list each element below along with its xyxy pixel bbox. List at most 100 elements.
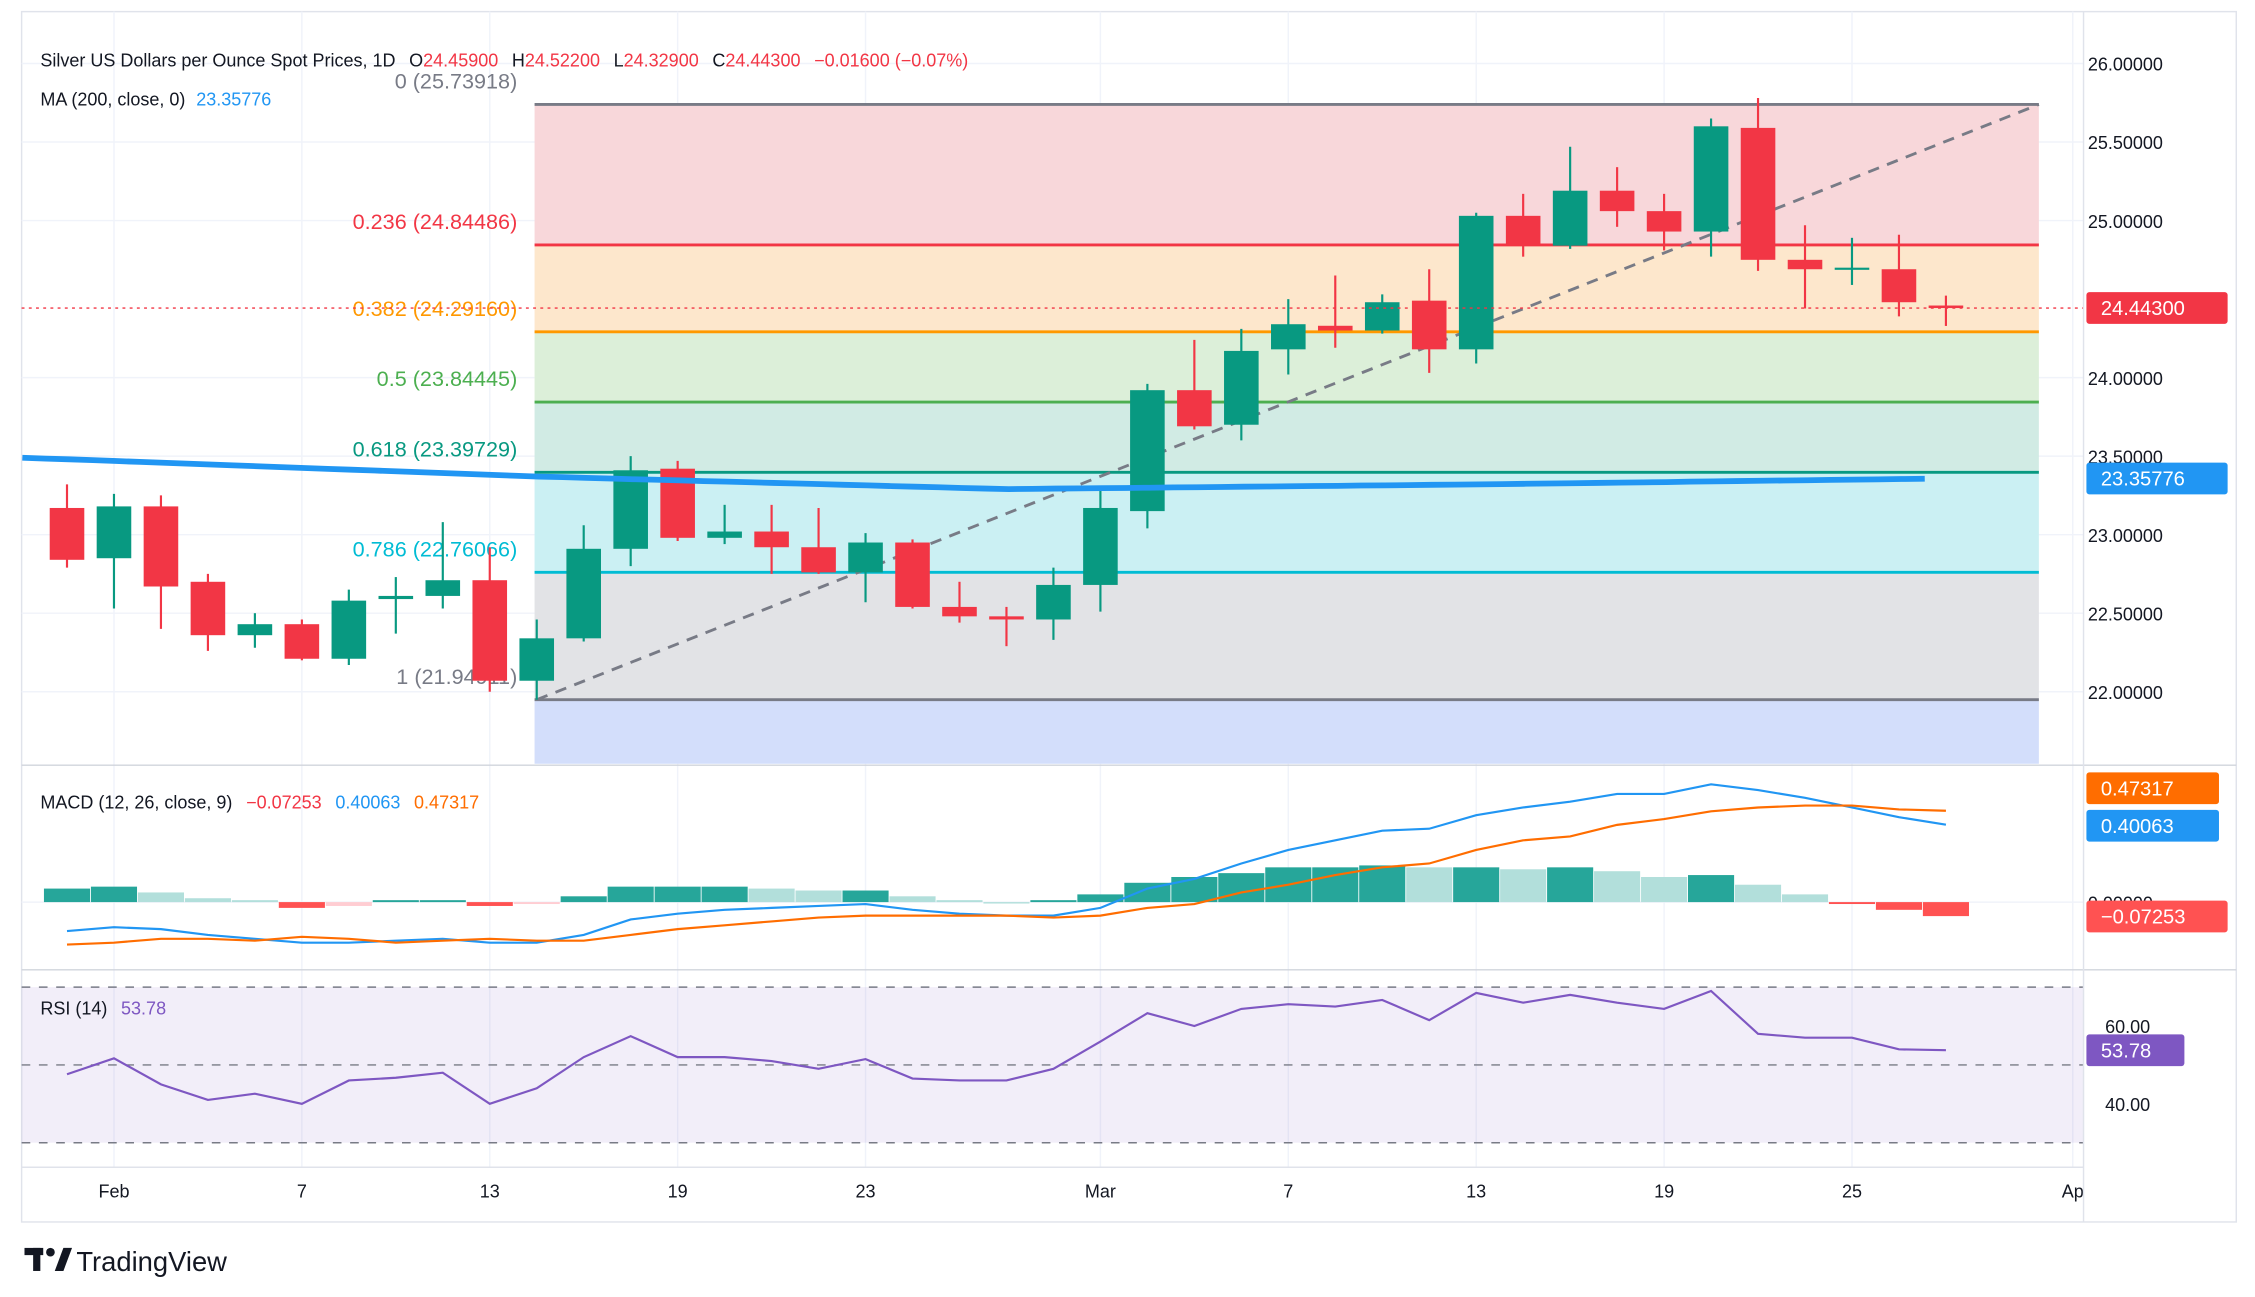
macd-histogram-bar	[1734, 884, 1782, 903]
macd-line-badge-text: 0.40063	[2101, 816, 2174, 838]
legend-header: Silver US Dollars per Ounce Spot Prices,…	[40, 50, 968, 70]
candle-body	[895, 542, 930, 607]
macd-histogram-bar	[419, 900, 466, 903]
candle	[1505, 193, 1541, 257]
candle	[49, 484, 85, 568]
macd-histogram-bar	[560, 896, 607, 903]
macd-histogram-bar	[1453, 867, 1500, 903]
macd-histogram-bar	[1594, 871, 1641, 903]
macd-histogram-bar	[43, 888, 91, 903]
macd-line-badge: 0.40063	[2086, 809, 2219, 842]
macd-histogram-bar	[795, 890, 842, 903]
candle-body	[425, 580, 461, 596]
macd-histogram-bar	[1359, 865, 1406, 903]
candle-body	[1740, 127, 1776, 260]
tradingview-logo[interactable]: TradingView	[24, 1246, 227, 1277]
candle	[1224, 328, 1259, 441]
macd-histogram-bar	[137, 892, 185, 903]
time-tick-label: 13	[480, 1181, 500, 1201]
candle	[331, 589, 367, 666]
candle-body	[1317, 325, 1353, 331]
fib-price: 24.84486	[420, 209, 510, 234]
candle-body	[1458, 215, 1494, 350]
time-tick-label: 23	[856, 1181, 876, 1201]
candle	[519, 619, 555, 700]
macd-hist-badge-bg	[2086, 900, 2228, 933]
macd-histogram-bar	[1688, 875, 1735, 903]
price-tick-label: 25.00000	[2088, 212, 2163, 232]
macd-histogram-bar	[889, 896, 936, 903]
symbol-title: Silver US Dollars per Ounce Spot Prices,…	[40, 50, 395, 70]
fib-zone-0.786	[534, 572, 2039, 700]
fib-ratio: 0.5	[377, 366, 407, 391]
time-tick-label: 7	[297, 1181, 307, 1201]
candle-body	[801, 547, 836, 573]
candle	[1271, 299, 1306, 375]
candle	[96, 493, 132, 609]
price-tick-label: 22.50000	[2088, 604, 2163, 624]
last-price-badge-bg	[2086, 292, 2228, 324]
candle	[1693, 118, 1729, 257]
candle-body	[96, 506, 132, 559]
tradingview-logo-text: TradingView	[76, 1246, 227, 1277]
high-label: H	[512, 50, 525, 70]
time-tick-label: 13	[1466, 1181, 1486, 1201]
time-tick-label: Mar	[1085, 1181, 1116, 1201]
open-value: 24.45900	[423, 50, 498, 70]
candle	[566, 525, 601, 642]
macd-histogram-bar	[1500, 869, 1547, 903]
open-label: O	[409, 50, 423, 70]
fib-price: 23.39729	[420, 436, 510, 461]
macd-histogram-bar	[1124, 882, 1171, 903]
macd-histogram-bar	[842, 890, 889, 903]
fib-level-label-0.5: 0.5 (23.84445)	[377, 366, 518, 391]
ma-value: 23.35776	[196, 89, 271, 109]
high-value: 24.52200	[525, 50, 600, 70]
last-price-badge-text: 24.44300	[2101, 298, 2185, 320]
candle-body	[566, 548, 601, 639]
fib-zone-0	[534, 104, 2039, 245]
close-value: 24.44300	[725, 50, 800, 70]
macd-histogram-bar	[983, 902, 1030, 904]
candle	[660, 460, 695, 541]
low-label: L	[614, 50, 624, 70]
candle	[1834, 237, 1870, 285]
candle	[754, 504, 789, 574]
fib-ratio: 0.236	[353, 209, 407, 234]
fib-price: 22.76066	[420, 536, 510, 561]
macd-hist-badge-text: −0.07253	[2101, 907, 2186, 929]
rsi-legend[interactable]: RSI (14) 53.78	[40, 998, 166, 1018]
candle-body	[49, 507, 85, 560]
candle-body	[754, 531, 789, 548]
candle-body	[1036, 584, 1071, 620]
rsi-badge: 53.78	[2086, 1034, 2185, 1067]
macd-histogram-bar	[184, 898, 231, 903]
macd-histogram-bar	[466, 902, 513, 906]
candle-body	[1834, 267, 1870, 270]
candle	[1458, 212, 1494, 364]
candle-body	[1271, 324, 1306, 350]
time-tick-label: Ap	[2062, 1181, 2084, 1201]
candle	[895, 539, 930, 609]
fib-level-label-0.618: 0.618 (23.39729)	[353, 436, 518, 461]
macd-signal-badge: 0.47317	[2086, 772, 2219, 805]
price-tick-label: 23.50000	[2088, 447, 2163, 467]
macd-legend[interactable]: MACD (12, 26, close, 9) −0.07253 0.40063…	[40, 792, 479, 812]
fib-level-label-0.236: 0.236 (24.84486)	[353, 209, 518, 234]
candle-body	[613, 470, 648, 549]
fib-price: 23.84445	[420, 366, 510, 391]
candle-body	[1411, 300, 1447, 350]
candle	[1552, 146, 1588, 249]
ma200-line[interactable]	[22, 454, 1925, 493]
ma-legend[interactable]: MA (200, close, 0) 23.35776	[40, 89, 271, 109]
macd-label: MACD (12, 26, close, 9)	[40, 792, 232, 812]
time-tick-label: Feb	[98, 1181, 129, 1201]
macd-histogram-bar	[1875, 902, 1923, 910]
candle-body	[1693, 126, 1729, 232]
macd-histogram-bar	[1030, 900, 1077, 903]
overlays	[21, 307, 2084, 493]
fib-trend-line[interactable]	[536, 103, 2040, 702]
macd-signal-value: 0.47317	[414, 792, 479, 812]
candle	[1130, 383, 1165, 529]
